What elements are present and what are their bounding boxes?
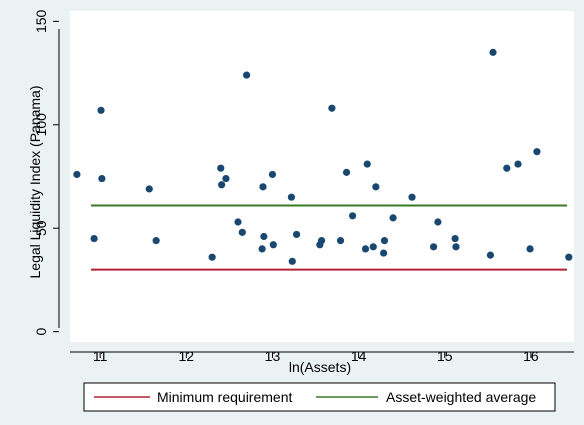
data-point bbox=[97, 106, 105, 114]
y-tick-label: 50 bbox=[33, 220, 49, 236]
data-point bbox=[489, 48, 497, 56]
data-point bbox=[90, 234, 98, 243]
data-point bbox=[328, 104, 336, 112]
data-point bbox=[208, 253, 216, 261]
data-point bbox=[389, 214, 397, 222]
data-point bbox=[243, 71, 251, 79]
data-point bbox=[73, 170, 81, 179]
x-axis-title: ln(Assets) bbox=[289, 359, 351, 375]
data-point bbox=[336, 237, 345, 245]
data-point bbox=[222, 174, 230, 183]
data-point bbox=[533, 148, 541, 156]
data-point bbox=[408, 193, 416, 201]
data-point bbox=[292, 230, 301, 239]
data-point bbox=[361, 245, 370, 253]
data-point bbox=[348, 212, 357, 220]
plot-area bbox=[70, 11, 574, 342]
data-point bbox=[369, 243, 377, 251]
data-point bbox=[152, 237, 160, 245]
data-point bbox=[238, 228, 246, 236]
data-point bbox=[269, 241, 277, 249]
data-point bbox=[260, 232, 268, 241]
data-point bbox=[380, 249, 388, 257]
data-point bbox=[526, 245, 534, 253]
x-tick-label: 11 bbox=[93, 348, 108, 364]
x-tick-label: 15 bbox=[437, 348, 453, 364]
y-tick-label: 0 bbox=[33, 328, 49, 336]
x-tick-label: 12 bbox=[179, 348, 195, 364]
legend-label-asset-weighted-average: Asset-weighted average bbox=[386, 389, 536, 405]
y-tick-label: 100 bbox=[33, 113, 49, 137]
data-point bbox=[258, 245, 266, 253]
x-tick-label: 13 bbox=[265, 348, 281, 364]
data-point bbox=[342, 168, 351, 176]
data-point bbox=[486, 251, 495, 259]
data-point bbox=[503, 164, 511, 172]
data-point bbox=[268, 170, 277, 179]
data-point bbox=[234, 218, 242, 226]
y-axis-ticks: 0 50 100 150 bbox=[33, 9, 59, 336]
data-point bbox=[288, 257, 296, 265]
legend-label-minimum-requirement: Minimum requirement bbox=[157, 389, 292, 405]
data-point bbox=[434, 218, 442, 226]
data-point bbox=[372, 183, 380, 191]
data-point bbox=[451, 234, 459, 243]
x-tick-label: 16 bbox=[523, 348, 539, 364]
data-point bbox=[429, 243, 438, 251]
data-point bbox=[380, 237, 389, 245]
y-axis-title: Legal Liquidity Index (Panama) bbox=[27, 85, 43, 278]
data-point bbox=[287, 193, 296, 201]
data-point bbox=[217, 164, 225, 172]
data-point bbox=[98, 174, 106, 183]
data-point bbox=[259, 183, 267, 191]
data-point bbox=[514, 160, 522, 168]
data-point bbox=[145, 185, 153, 193]
data-point bbox=[565, 253, 573, 261]
data-points bbox=[73, 48, 573, 265]
data-point bbox=[452, 243, 460, 251]
data-point bbox=[218, 181, 226, 189]
reference-lines bbox=[91, 204, 567, 271]
x-axis-ticks: 11 12 13 14 15 16 bbox=[93, 348, 539, 364]
data-point bbox=[317, 237, 326, 245]
x-tick-label: 14 bbox=[351, 348, 367, 364]
y-tick-label: 150 bbox=[33, 9, 49, 33]
data-point bbox=[363, 160, 371, 168]
